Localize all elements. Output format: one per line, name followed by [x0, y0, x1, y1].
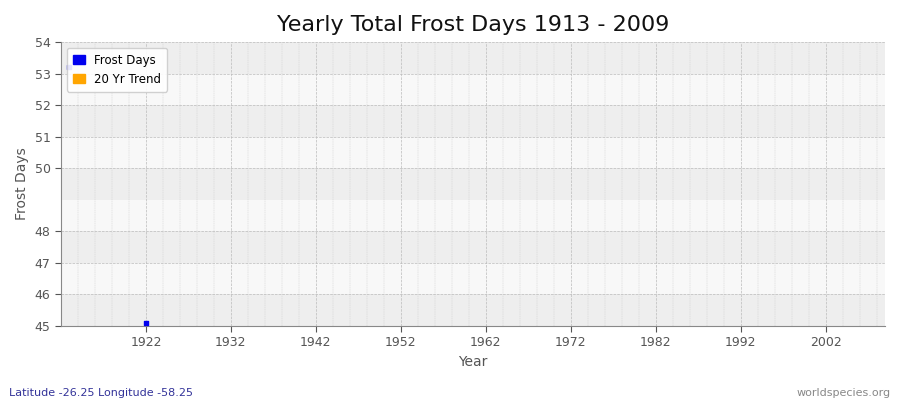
Title: Yearly Total Frost Days 1913 - 2009: Yearly Total Frost Days 1913 - 2009: [277, 15, 670, 35]
Y-axis label: Frost Days: Frost Days: [15, 148, 29, 220]
Text: worldspecies.org: worldspecies.org: [796, 388, 891, 398]
Bar: [61, 200, 885, 231]
Bar: [61, 74, 885, 105]
X-axis label: Year: Year: [458, 355, 488, 369]
Bar: [61, 42, 885, 74]
Text: Latitude -26.25 Longitude -58.25: Latitude -26.25 Longitude -58.25: [9, 388, 193, 398]
Bar: [61, 294, 885, 326]
Bar: [61, 105, 885, 137]
Bar: [61, 168, 885, 200]
Bar: [61, 263, 885, 294]
Point: [62, 64, 77, 70]
Point: [139, 320, 153, 326]
Legend: Frost Days, 20 Yr Trend: Frost Days, 20 Yr Trend: [67, 48, 166, 92]
Bar: [61, 231, 885, 263]
Bar: [61, 137, 885, 168]
